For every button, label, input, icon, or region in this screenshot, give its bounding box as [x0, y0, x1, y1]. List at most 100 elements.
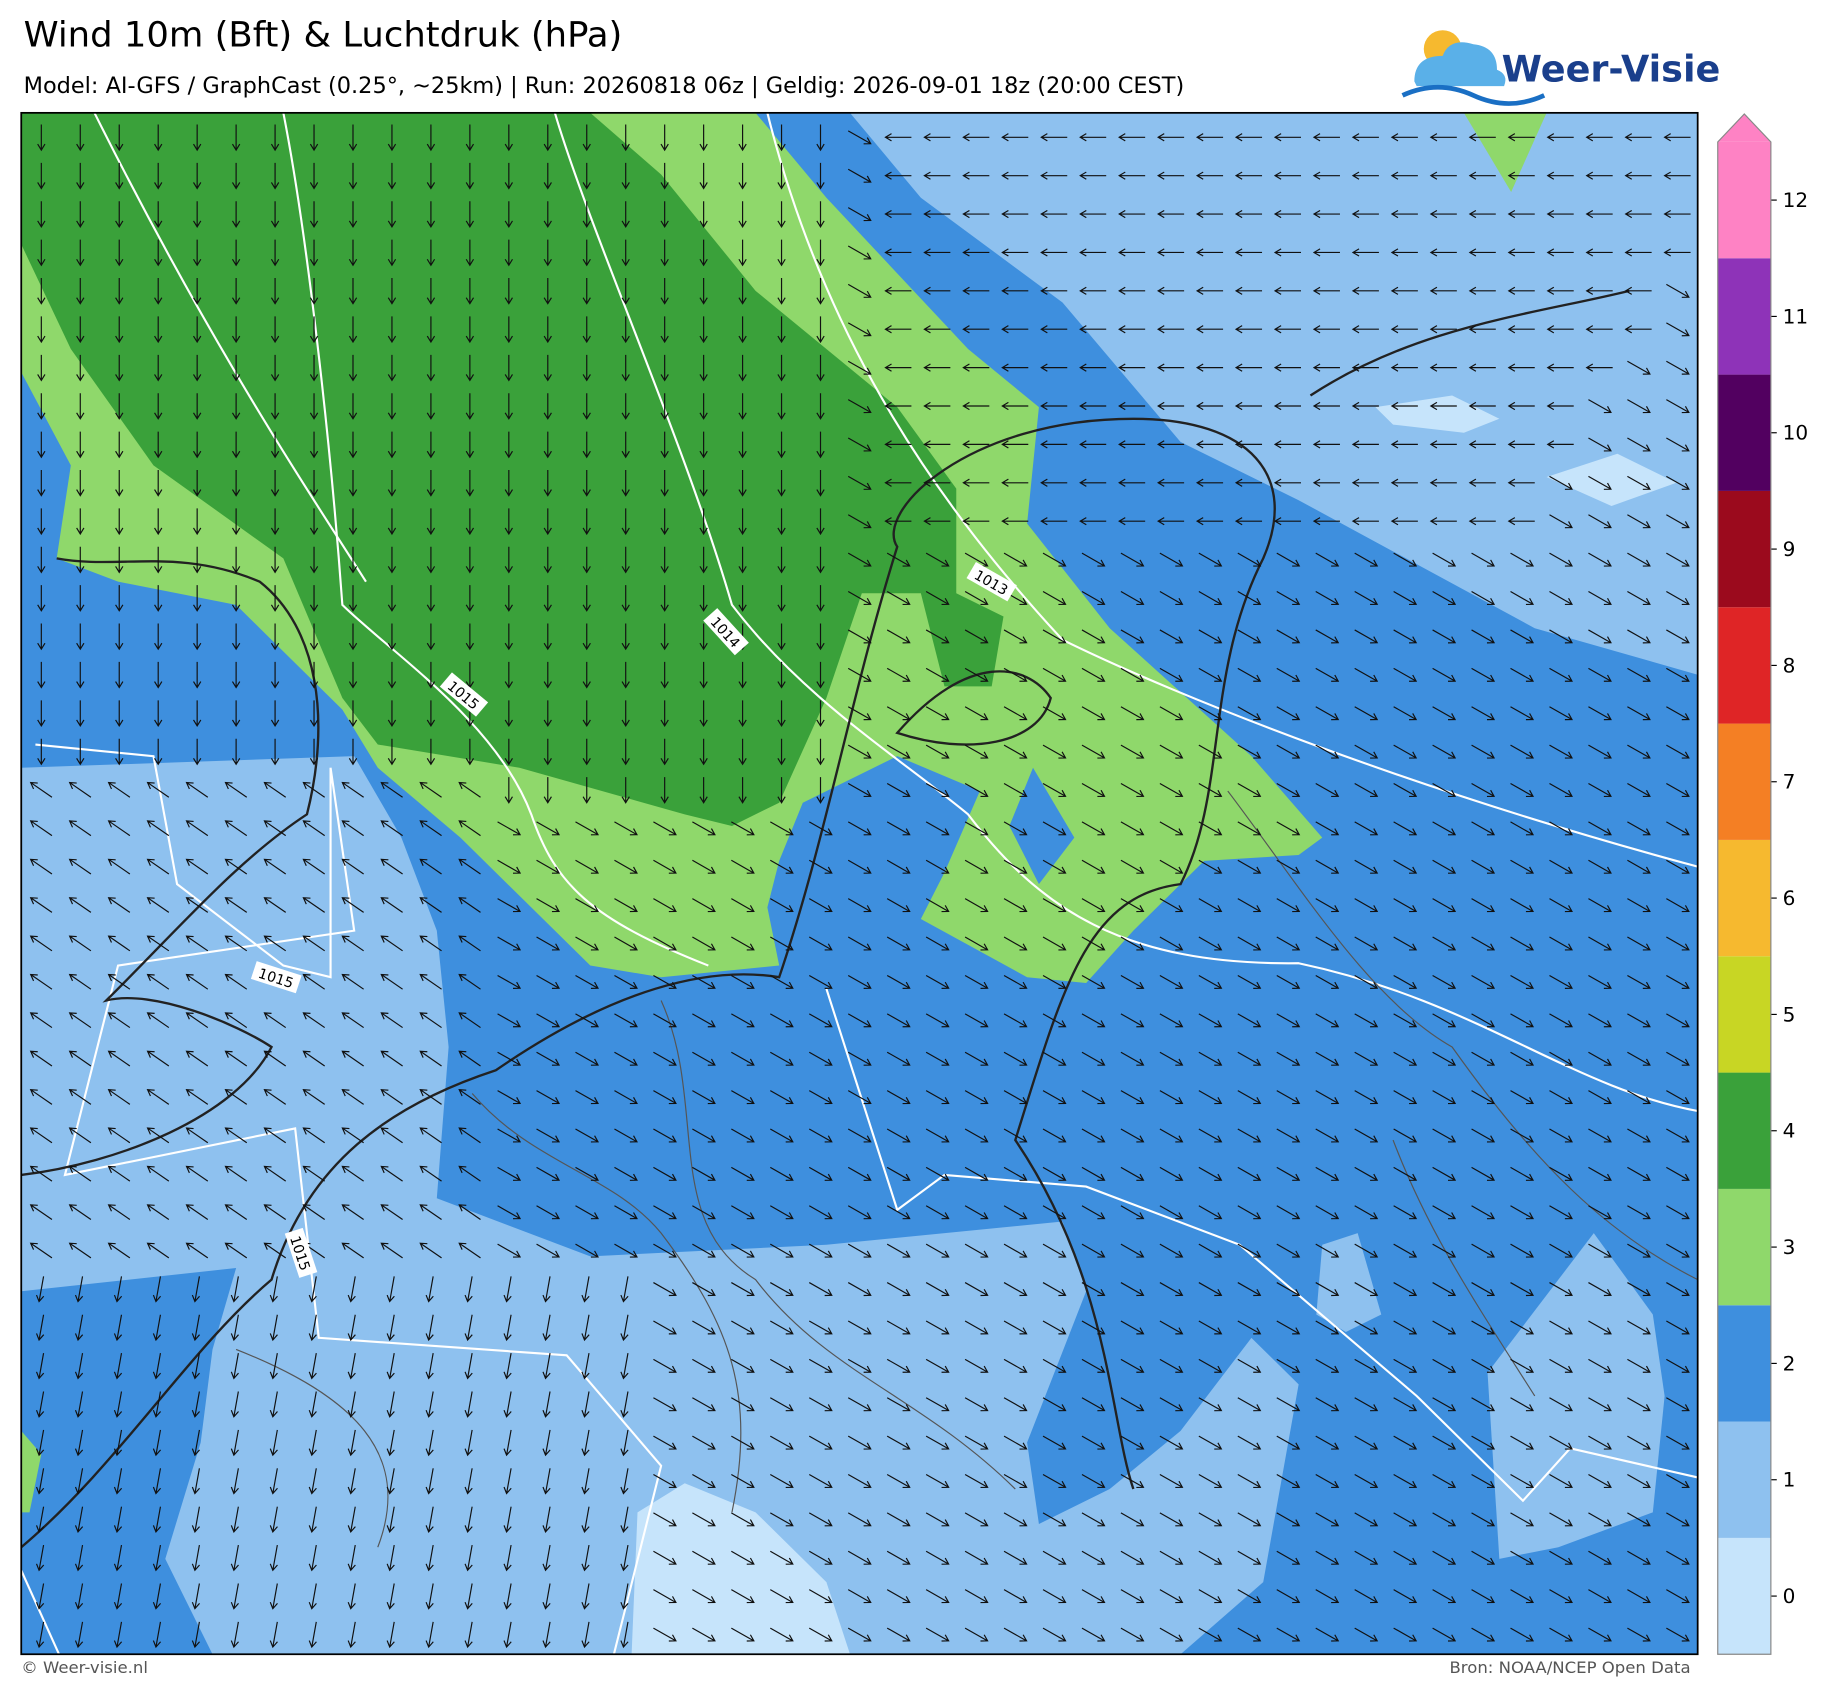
wind-arrow	[1003, 821, 1028, 836]
wind-arrow	[1118, 363, 1146, 372]
colorbar-band	[1717, 141, 1771, 259]
wind-arrow	[1549, 1358, 1573, 1373]
wind-arrow	[146, 935, 170, 952]
wind-arrow	[263, 1012, 287, 1029]
wind-arrow	[76, 278, 85, 305]
wind-arrow	[1315, 629, 1340, 644]
wind-arrow	[582, 431, 591, 459]
wind-arrow	[76, 700, 85, 728]
wind-arrow	[1354, 629, 1379, 644]
wind-arrow	[582, 738, 591, 766]
wind-arrow	[1042, 1435, 1067, 1450]
colorbar-label: 2	[1783, 1353, 1796, 1376]
wind-arrow	[387, 661, 397, 689]
wind-arrow	[37, 431, 46, 459]
wind-arrow	[1432, 1435, 1457, 1450]
wind-arrow	[1429, 248, 1457, 257]
wind-arrow	[503, 1314, 512, 1342]
wind-arrow	[1432, 552, 1457, 567]
wind-arrow	[185, 897, 209, 913]
wind-arrow	[1198, 706, 1223, 721]
wind-arrow	[1666, 1474, 1690, 1489]
wind-arrow	[1588, 1397, 1612, 1412]
wind-arrow	[847, 1512, 872, 1527]
wind-arrow	[1393, 706, 1418, 721]
wind-arrow	[426, 623, 436, 651]
wind-arrow	[348, 700, 358, 728]
wind-arrow	[1354, 898, 1379, 913]
wind-arrow	[231, 469, 241, 497]
wind-arrow	[503, 1276, 512, 1303]
wind-arrow	[886, 1627, 911, 1642]
wind-arrow	[621, 469, 630, 497]
wind-arrow	[504, 201, 513, 228]
wind-arrow	[1081, 782, 1106, 798]
wind-arrow	[74, 1276, 84, 1303]
wind-arrow	[154, 469, 163, 497]
wind-arrow	[1159, 859, 1184, 874]
wind-arrow	[1312, 440, 1340, 449]
wind-arrow	[1627, 782, 1651, 798]
wind-arrow	[1273, 440, 1302, 449]
wind-arrow	[419, 1050, 442, 1067]
wind-arrow	[731, 974, 755, 989]
wind-arrow	[270, 162, 280, 190]
source: Bron: NOAA/NCEP Open Data	[1449, 1658, 1690, 1677]
wind-arrow	[1666, 514, 1690, 529]
wind-arrow	[1276, 1090, 1301, 1105]
wind-arrow	[1159, 1166, 1184, 1181]
wind-arrow	[770, 1512, 794, 1527]
wind-arrow	[770, 1320, 794, 1335]
wind-arrow	[1081, 974, 1106, 989]
colorbar-band	[1717, 723, 1771, 840]
wind-arrow	[1624, 248, 1652, 257]
wind-arrow	[1040, 286, 1068, 295]
wind-arrow	[387, 738, 397, 766]
wind-arrow	[925, 1090, 950, 1105]
wind-arrow	[185, 858, 209, 875]
wind-arrow	[925, 1474, 950, 1489]
wind-arrow	[808, 1397, 833, 1412]
wind-arrow	[1315, 1205, 1340, 1220]
wind-arrow	[964, 1320, 989, 1335]
wind-arrow	[542, 1506, 551, 1534]
wind-arrow	[542, 1468, 551, 1495]
wind-arrow	[74, 1621, 84, 1649]
wind-arrow	[692, 936, 716, 951]
colorbar-band	[1717, 1305, 1771, 1422]
colorbar-band	[1717, 607, 1771, 724]
wind-arrow	[185, 781, 209, 798]
wind-arrow	[154, 508, 163, 536]
wind-arrow	[1198, 1051, 1223, 1066]
wind-arrow	[270, 393, 280, 420]
wind-arrow	[1546, 363, 1574, 372]
wind-arrow	[543, 508, 552, 536]
wind-arrow	[1666, 859, 1690, 874]
wind-arrow	[348, 201, 358, 228]
wind-arrow	[1468, 325, 1496, 334]
wind-arrow	[1003, 1512, 1028, 1527]
wind-arrow	[1157, 325, 1185, 334]
wind-arrow	[152, 1468, 162, 1495]
isobar-label-bg	[703, 608, 749, 656]
wind-arrow	[1549, 1282, 1573, 1297]
wind-arrow	[1627, 360, 1651, 375]
wind-arrow	[1003, 1397, 1028, 1412]
wind-arrow	[542, 1544, 551, 1572]
wind-arrow	[1507, 133, 1535, 142]
wind-arrow	[309, 316, 319, 344]
wind-arrow	[1627, 1550, 1651, 1565]
wind-arrow	[1393, 1474, 1418, 1489]
wind-arrow	[504, 661, 513, 689]
wind-arrow	[347, 1276, 356, 1303]
wind-arrow	[884, 133, 912, 142]
wind-arrow	[1120, 1627, 1145, 1642]
wind-arrow	[962, 478, 990, 487]
wind-arrow	[699, 354, 708, 382]
wind-arrow	[1003, 1589, 1028, 1604]
wind-arrow	[660, 393, 669, 420]
wind-arrow	[1627, 1282, 1651, 1297]
wind-arrow	[692, 1397, 716, 1412]
wind-arrow	[107, 897, 131, 913]
wind-arrow	[542, 1391, 551, 1418]
